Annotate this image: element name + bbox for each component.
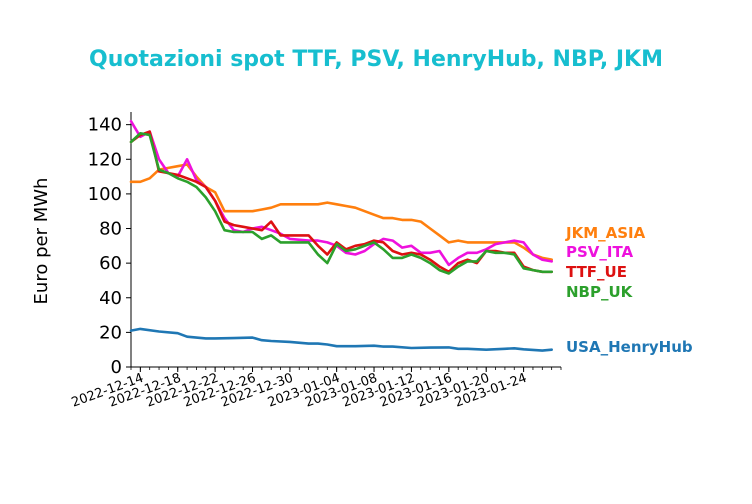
series-label-ttf-ue: TTF_UE	[566, 263, 627, 281]
series-lines	[129, 119, 554, 352]
series-label-nbp-uk: NBP_UK	[566, 283, 634, 301]
series-line-usa-henryhub	[129, 327, 554, 352]
y-axis-label: Euro per MWh	[31, 178, 52, 305]
chart-title: Quotazioni spot TTF, PSV, HenryHub, NBP,…	[89, 47, 663, 72]
series-label-jkm-asia: JKM_ASIA	[565, 224, 646, 242]
series-line-nbp-uk	[129, 132, 554, 275]
y-tick-label: 80	[99, 219, 122, 240]
y-tick-label: 60	[99, 253, 122, 274]
series-line-jkm-asia	[129, 163, 554, 262]
y-tick-label: 100	[88, 184, 122, 205]
y-tick-label: 0	[111, 357, 122, 378]
y-tick-label: 20	[99, 322, 122, 343]
series-label-psv-ita: PSV_ITA	[566, 243, 634, 261]
y-tick-label: 120	[88, 149, 122, 170]
axes: 0204060801001201402022-12-142022-12-1820…	[70, 112, 562, 411]
series-label-usa-henryhub: USA_HenryHub	[566, 338, 693, 356]
y-tick-label: 40	[99, 288, 122, 309]
y-tick-label: 140	[88, 115, 122, 136]
